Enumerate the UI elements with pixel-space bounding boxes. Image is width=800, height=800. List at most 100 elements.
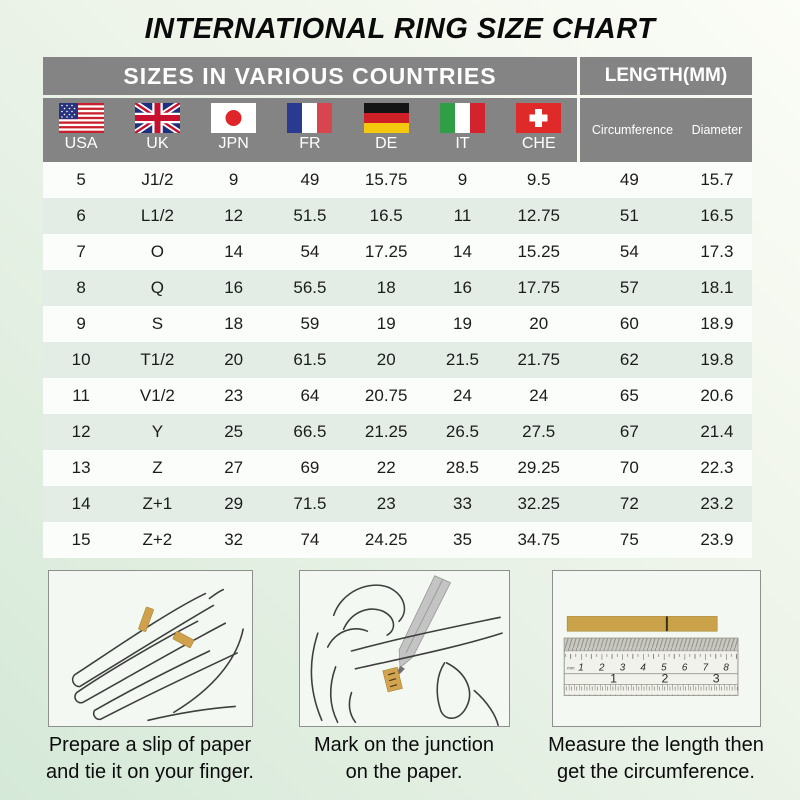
ruler-cm-number: 2: [598, 663, 605, 674]
cell-jpn: 25: [224, 422, 244, 441]
table-group-header: SIZES IN VARIOUS COUNTRIES LENGTH(MM): [43, 57, 752, 95]
jpn-flag-icon: [211, 103, 257, 133]
cell-circumference: 57: [619, 278, 639, 297]
cell-fr: 74: [300, 530, 320, 549]
cell-che: 24: [529, 386, 549, 405]
cell-usa: 13: [71, 458, 91, 477]
table-row: 6 L1/2 12 51.5 16.5 11 12.75 51 16.5: [43, 198, 752, 234]
ruler-cm-number: 5: [661, 663, 667, 674]
pen-marking-illustration: [310, 575, 503, 726]
cell-uk: Z: [152, 458, 163, 477]
cell-circumference: 65: [619, 386, 639, 405]
cell-fr: 56.5: [293, 278, 327, 297]
uk-flag-icon: [134, 103, 180, 133]
cell-usa: 15: [71, 530, 91, 549]
cell-fr: 61.5: [293, 350, 327, 369]
cell-che: 20: [529, 314, 549, 333]
cell-fr: 49: [300, 170, 320, 189]
country-code: DE: [375, 135, 398, 152]
cell-de: 20: [376, 350, 396, 369]
cell-circumference: 70: [619, 458, 639, 477]
table-row: 9 S 18 59 19 19 20 60 18.9: [43, 306, 752, 342]
caption-line: on the paper.: [345, 761, 463, 783]
ruler-inch-number: 2: [661, 672, 668, 686]
cell-usa: 7: [76, 242, 86, 261]
cell-che: 32.25: [517, 494, 560, 513]
length-subheader-band: Circumference Diameter: [580, 98, 752, 162]
cell-it: 11: [453, 206, 472, 225]
cell-che: 29.25: [517, 458, 560, 477]
cell-uk: Q: [150, 278, 165, 297]
cell-jpn: 29: [224, 494, 244, 513]
cell-usa: 8: [76, 278, 86, 297]
step-1-illustration-box: [48, 570, 253, 727]
cell-diameter: 17.3: [700, 242, 734, 261]
column-header-de: DE: [348, 98, 424, 162]
cell-circumference: 51: [619, 206, 639, 225]
cell-diameter: 23.2: [700, 494, 734, 513]
diameter-header: Diameter: [691, 123, 743, 137]
ruler-cm-number: 6: [682, 663, 688, 674]
cell-it: 14: [453, 242, 472, 261]
cell-diameter: 20.6: [700, 386, 734, 405]
cell-jpn: 16: [224, 278, 244, 297]
cell-jpn: 32: [224, 530, 244, 549]
fr-flag-icon: [287, 103, 333, 133]
cell-it: 21.5: [445, 350, 479, 369]
cell-it: 33: [453, 494, 472, 513]
country-code: USA: [64, 135, 98, 152]
cell-diameter: 16.5: [700, 206, 734, 225]
cell-fr: 69: [300, 458, 320, 477]
cell-de: 20.75: [364, 386, 408, 405]
step-2-caption: Mark on the junction on the paper.: [314, 732, 494, 786]
cell-it: 19: [453, 314, 472, 333]
table-row: 7 O 14 54 17.25 14 15.25 54 17.3: [43, 234, 752, 270]
step-3-caption: Measure the length then get the circumfe…: [548, 732, 764, 786]
table-row: 11 V1/2 23 64 20.75 24 24 65 20.6: [43, 378, 752, 414]
step-1-caption: Prepare a slip of paper and tie it on yo…: [46, 732, 254, 786]
column-header-it: IT: [424, 98, 500, 162]
cell-uk: V1/2: [139, 386, 175, 405]
cell-jpn: 12: [224, 206, 244, 225]
cell-uk: L1/2: [140, 206, 174, 225]
flags-band: USA UK JPN FR: [43, 98, 577, 162]
cell-uk: O: [150, 242, 165, 261]
cell-uk: Z+2: [142, 530, 173, 549]
cell-jpn: 20: [224, 350, 244, 369]
cell-usa: 11: [72, 386, 90, 405]
cell-jpn: 27: [224, 458, 244, 477]
table-row: 12 Y 25 66.5 21.25 26.5 27.5 67 21.4: [43, 414, 752, 450]
cell-fr: 54: [300, 242, 320, 261]
cell-de: 19: [376, 314, 396, 333]
cell-uk: J1/2: [141, 170, 174, 189]
cell-usa: 5: [76, 170, 86, 189]
cell-de: 15.75: [364, 170, 408, 189]
che-flag-icon: [516, 103, 562, 133]
ruler-unit-label: mm: [567, 666, 575, 671]
cell-che: 9.5: [526, 170, 551, 189]
cell-jpn: 9: [228, 170, 239, 189]
cell-it: 28.5: [445, 458, 479, 477]
de-flag-icon: [363, 103, 409, 133]
cell-che: 27.5: [522, 422, 556, 441]
cell-uk: S: [151, 314, 164, 333]
cell-diameter: 18.1: [700, 278, 734, 297]
country-code: JPN: [218, 135, 249, 152]
cell-fr: 71.5: [293, 494, 327, 513]
length-group-header: LENGTH(MM): [580, 57, 752, 95]
caption-line: Measure the length then: [548, 734, 764, 756]
table-body: 5 J1/2 9 49 15.75 9 9.5 49 15.7 6 L1/2 12 51.5 16.5 11…: [43, 162, 752, 558]
cell-fr: 64: [300, 386, 320, 405]
cell-uk: T1/2: [140, 350, 175, 369]
country-code: UK: [146, 135, 169, 152]
ruler-cm-number: 8: [723, 663, 729, 674]
cell-de: 18: [376, 278, 396, 297]
ruler-cm-number: 7: [703, 663, 709, 674]
cell-circumference: 62: [619, 350, 639, 369]
hand-with-paper-illustration: [71, 588, 244, 722]
table-row: 8 Q 16 56.5 18 16 17.75 57 18.1: [43, 270, 752, 306]
table-row: 5 J1/2 9 49 15.75 9 9.5 49 15.7: [43, 162, 752, 198]
table-row: 15 Z+2 32 74 24.25 35 34.75 75 23.9: [43, 522, 752, 558]
cell-jpn: 18: [224, 314, 244, 333]
cell-uk: Z+1: [142, 494, 173, 513]
